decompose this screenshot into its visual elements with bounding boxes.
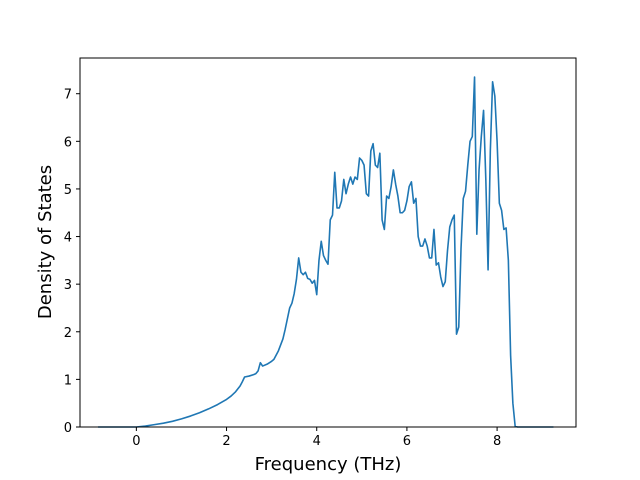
- y-axis-label: Density of States: [35, 165, 56, 319]
- axes-frame: [79, 57, 577, 428]
- x-tick-label: 2: [222, 434, 230, 449]
- x-tick-label: 0: [132, 434, 140, 449]
- plot-area: [98, 76, 554, 428]
- x-axis-label: Frequency (THz): [255, 454, 402, 475]
- y-tick-label: 0: [64, 421, 72, 436]
- y-tick-label: 3: [64, 278, 72, 293]
- y-tick-label: 2: [64, 326, 72, 341]
- x-axis-ticks: 0 2 4 6 8: [132, 427, 501, 449]
- y-tick-label: 4: [64, 231, 72, 246]
- y-tick-label: 7: [64, 88, 72, 103]
- y-axis-ticks: 0 1 2 3 4 5 6 7: [64, 88, 80, 436]
- dos-series-line-0: [98, 76, 554, 428]
- x-tick-label: 6: [403, 434, 411, 449]
- y-tick-label: 1: [64, 373, 72, 388]
- y-tick-label: 6: [64, 135, 72, 150]
- x-tick-label: 8: [493, 434, 501, 449]
- y-tick-label: 5: [64, 183, 72, 198]
- x-tick-label: 4: [313, 434, 321, 449]
